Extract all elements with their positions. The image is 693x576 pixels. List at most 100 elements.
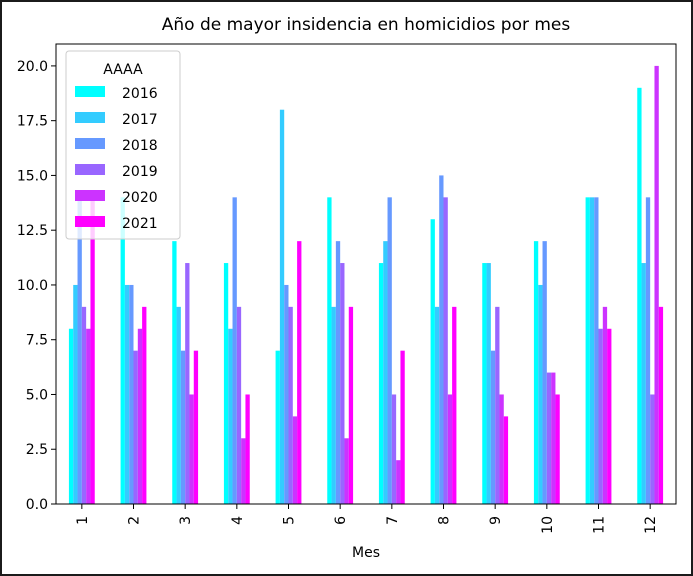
bar-2016-4 bbox=[223, 263, 229, 504]
bar-2021-10 bbox=[555, 394, 560, 504]
bar-2021-1 bbox=[90, 197, 95, 505]
bar-2020-12 bbox=[654, 65, 659, 505]
legend-entry-2019: 2019 bbox=[122, 164, 158, 180]
bar-2018-3 bbox=[180, 350, 186, 504]
x-axis-label: Mes bbox=[352, 545, 380, 561]
bar-2016-2 bbox=[120, 197, 125, 505]
bar-2020-8 bbox=[447, 394, 453, 504]
bar-2017-9 bbox=[486, 263, 491, 504]
bar-2017-11 bbox=[589, 197, 595, 505]
bar-2018-6 bbox=[335, 241, 341, 504]
bar-2017-6 bbox=[331, 306, 336, 504]
bar-2016-1 bbox=[68, 328, 74, 504]
bar-2017-8 bbox=[434, 306, 440, 504]
x-tick-label: 1 bbox=[75, 516, 91, 525]
y-tick-label: 12.5 bbox=[17, 223, 48, 239]
legend-entry-2016: 2016 bbox=[122, 86, 158, 102]
x-axis: 1 2 3 4 5 6 7 8 9 10 11 12 bbox=[75, 504, 659, 534]
bar-2021-6 bbox=[348, 306, 354, 504]
legend-swatch-2020 bbox=[75, 190, 105, 201]
bar-2019-10 bbox=[546, 372, 552, 504]
y-tick-label: 20.0 bbox=[17, 59, 48, 75]
x-tick-label: 4 bbox=[230, 516, 246, 525]
bar-2019-3 bbox=[185, 263, 190, 504]
bar-2021-2 bbox=[142, 306, 147, 504]
bar-2017-10 bbox=[538, 284, 543, 504]
bar-2020-10 bbox=[551, 372, 556, 504]
legend-title: AAAA bbox=[103, 62, 143, 78]
bar-2016-7 bbox=[378, 263, 384, 504]
legend: AAAA 2016 2017 2018 2019 2020 2021 bbox=[65, 50, 181, 240]
legend-swatch-2017 bbox=[75, 112, 105, 123]
bar-2020-2 bbox=[137, 328, 143, 504]
legend-entry-2017: 2017 bbox=[122, 112, 158, 128]
bar-2021-9 bbox=[503, 416, 509, 504]
bar-2021-8 bbox=[452, 306, 457, 504]
bar-2019-9 bbox=[495, 306, 500, 504]
y-tick-label: 7.5 bbox=[26, 333, 48, 349]
bar-2016-11 bbox=[585, 197, 590, 505]
bar-2017-4 bbox=[228, 328, 233, 504]
y-tick-label: 17.5 bbox=[17, 114, 48, 130]
bar-2018-5 bbox=[284, 284, 289, 504]
bar-2017-12 bbox=[641, 263, 646, 504]
legend-swatch-2019 bbox=[75, 164, 105, 175]
x-tick-label: 2 bbox=[127, 516, 143, 525]
bar-2019-12 bbox=[650, 394, 655, 504]
bar-2021-11 bbox=[607, 328, 612, 504]
bar-2019-4 bbox=[236, 306, 242, 504]
bar-2017-3 bbox=[176, 306, 181, 504]
x-tick-label: 9 bbox=[488, 516, 504, 525]
bar-2019-2 bbox=[133, 350, 138, 504]
legend-entry-2021: 2021 bbox=[122, 216, 158, 232]
bar-2018-11 bbox=[594, 197, 599, 505]
bar-2018-9 bbox=[490, 350, 496, 504]
bar-2018-4 bbox=[232, 197, 237, 505]
y-tick-label: 5.0 bbox=[26, 387, 48, 403]
legend-entry-2020: 2020 bbox=[122, 190, 158, 206]
bar-2017-5 bbox=[279, 109, 285, 504]
bar-2017-7 bbox=[383, 241, 388, 504]
plot-area bbox=[55, 43, 677, 505]
x-tick-label: 5 bbox=[282, 516, 298, 525]
bar-2019-11 bbox=[598, 328, 603, 504]
bar-2017-1 bbox=[73, 284, 78, 504]
x-tick-label: 8 bbox=[437, 516, 453, 525]
y-tick-label: 10.0 bbox=[17, 278, 48, 294]
legend-swatch-2016 bbox=[75, 86, 105, 97]
bar-2017-2 bbox=[124, 284, 130, 504]
bar-2016-5 bbox=[275, 350, 280, 504]
bar-2018-8 bbox=[439, 175, 444, 504]
x-tick-label: 11 bbox=[592, 516, 608, 534]
bar-2016-10 bbox=[533, 241, 539, 504]
bar-2018-7 bbox=[387, 197, 392, 505]
bar-2021-3 bbox=[193, 350, 199, 504]
bar-2019-5 bbox=[288, 306, 293, 504]
legend-swatch-2021 bbox=[75, 216, 105, 227]
bar-2019-1 bbox=[81, 306, 87, 504]
bar-2018-10 bbox=[542, 241, 547, 504]
bar-2021-4 bbox=[245, 394, 250, 504]
bar-2016-12 bbox=[637, 87, 642, 505]
y-tick-label: 0.0 bbox=[26, 497, 48, 513]
bar-2021-7 bbox=[400, 350, 405, 504]
bar-2016-3 bbox=[172, 241, 177, 504]
bar-2020-9 bbox=[499, 394, 504, 504]
bar-2020-5 bbox=[292, 416, 298, 504]
y-tick-label: 15.0 bbox=[17, 168, 48, 184]
x-tick-label: 12 bbox=[643, 516, 659, 534]
bar-2020-6 bbox=[344, 438, 349, 504]
bar-2016-9 bbox=[482, 263, 487, 504]
bar-2016-6 bbox=[327, 197, 332, 505]
bar-2020-11 bbox=[602, 306, 608, 504]
bar-2020-1 bbox=[86, 328, 91, 504]
bar-2020-3 bbox=[189, 394, 194, 504]
x-tick-label: 6 bbox=[333, 516, 349, 525]
bar-2018-2 bbox=[129, 284, 134, 504]
bar-2019-7 bbox=[391, 394, 397, 504]
y-tick-label: 2.5 bbox=[26, 442, 48, 458]
bar-2018-12 bbox=[645, 197, 651, 505]
x-tick-label: 3 bbox=[178, 516, 194, 525]
bars-layer bbox=[68, 65, 664, 505]
bar-2018-1 bbox=[77, 197, 82, 505]
